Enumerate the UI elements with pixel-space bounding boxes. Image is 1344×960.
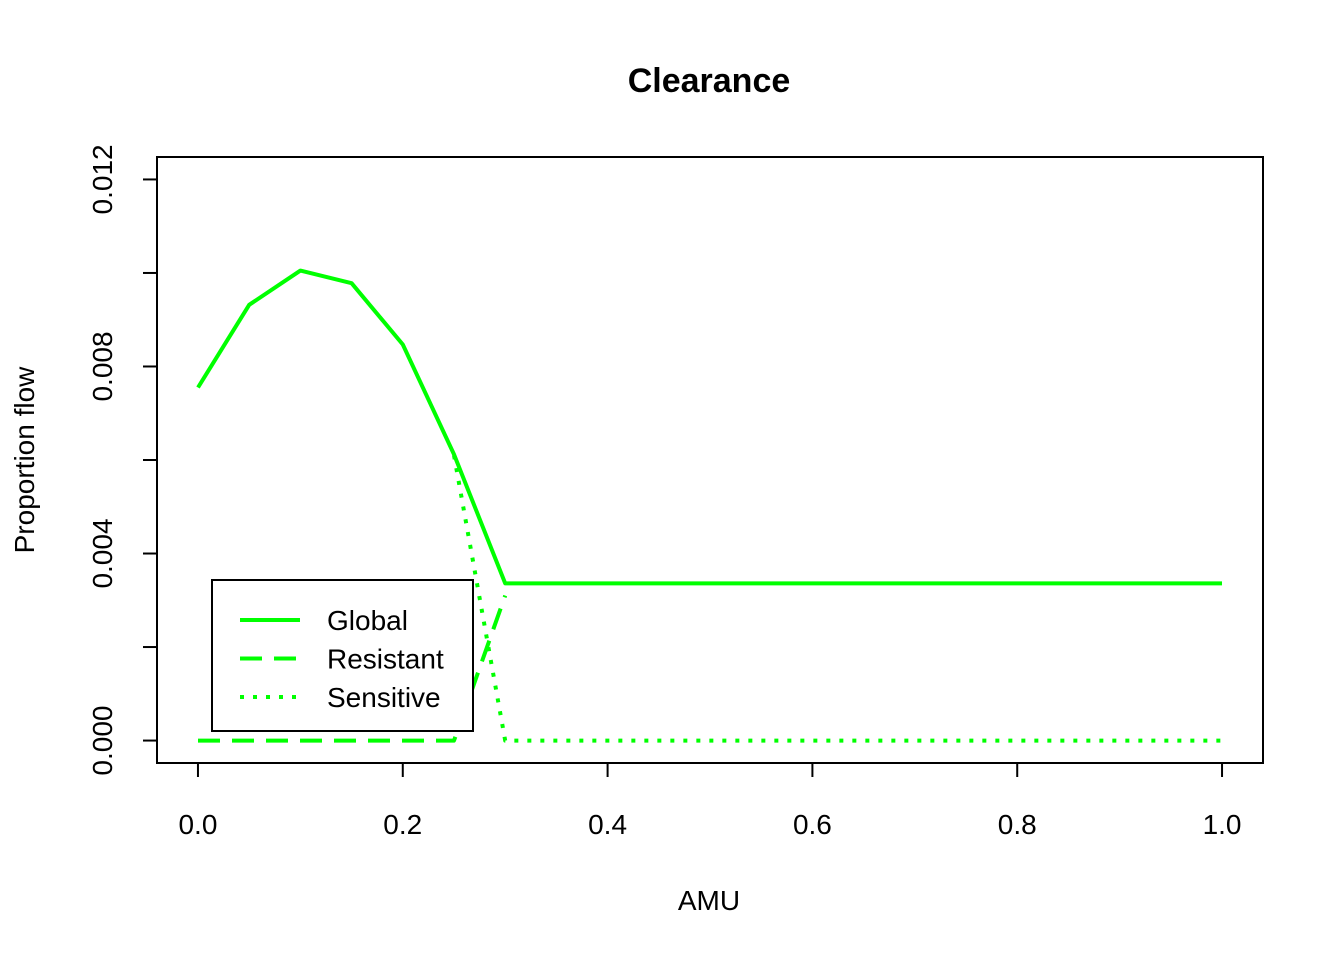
- y-tick-label: 0.012: [87, 144, 118, 214]
- x-tick-label: 0.6: [793, 809, 832, 840]
- y-tick-label: 0.004: [87, 518, 118, 588]
- y-axis-label: Proportion flow: [9, 366, 40, 554]
- x-axis-label: AMU: [678, 885, 740, 916]
- legend-box: [211, 579, 474, 732]
- series-line-global: [196, 268, 1222, 586]
- series-layer: [196, 268, 1222, 743]
- x-tick-label: 1.0: [1203, 809, 1242, 840]
- x-tick-label: 0.0: [178, 809, 217, 840]
- y-tick-label: 0.000: [87, 706, 118, 776]
- series-line-resistant: [198, 594, 508, 743]
- legend: Global Resistant Sensitive: [211, 579, 474, 732]
- x-tick-label: 0.4: [588, 809, 627, 840]
- legend-label-sensitive: Sensitive: [327, 682, 441, 713]
- legend-label-global: Global: [327, 605, 408, 636]
- y-tick-label: 0.008: [87, 331, 118, 401]
- x-tick-label: 0.8: [998, 809, 1037, 840]
- chart-title: Clearance: [628, 62, 791, 100]
- y-axis: 0.000 0.004 0.008 0.012: [87, 144, 158, 776]
- x-axis: 0.0 0.2 0.4 0.6 0.8 1.0: [178, 762, 1242, 840]
- legend-label-resistant: Resistant: [327, 644, 444, 675]
- series-line-sensitive: [452, 454, 1222, 743]
- x-tick-label: 0.2: [383, 809, 422, 840]
